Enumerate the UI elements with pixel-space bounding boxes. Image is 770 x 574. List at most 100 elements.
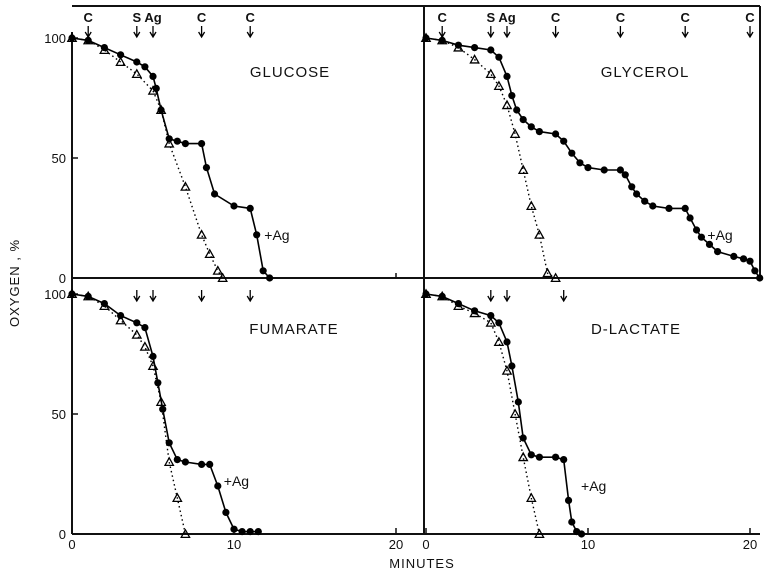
y-tick-label: 100 xyxy=(44,31,66,46)
event-arrow-marker xyxy=(681,26,689,39)
event-label: C xyxy=(246,10,256,25)
event-arrow-marker xyxy=(198,26,206,39)
filled-circle-point xyxy=(210,190,219,198)
filled-circle-point xyxy=(751,267,759,275)
open-triangle-point xyxy=(212,265,224,275)
filled-circle-point xyxy=(253,231,261,239)
open-triangle-point xyxy=(485,317,497,327)
panel-title: GLYCEROL xyxy=(601,64,690,81)
open-triangle-point xyxy=(99,44,110,55)
open-triangle-point xyxy=(115,56,126,67)
filled-circle-point xyxy=(519,116,527,124)
open-triangle-point xyxy=(420,288,432,299)
filled-circle-point xyxy=(471,44,479,52)
filled-circle-point xyxy=(697,233,706,241)
filled-circle-point xyxy=(246,204,254,212)
event-arrow-marker xyxy=(487,290,495,303)
filled-circle-point xyxy=(117,51,125,59)
open-triangle-point xyxy=(99,300,110,311)
open-triangle-point xyxy=(420,32,432,43)
filled-circle-point xyxy=(503,72,511,80)
filled-circle-point xyxy=(739,255,748,263)
x-tick-label: 0 xyxy=(68,537,75,552)
filled-circle-point xyxy=(238,528,246,536)
filled-circle-point xyxy=(746,257,754,265)
filled-circle-point xyxy=(633,190,641,198)
filled-circle-point xyxy=(133,319,141,327)
open-triangle-point xyxy=(542,267,553,278)
open-triangle-point xyxy=(147,360,159,371)
open-triangle-point xyxy=(115,314,126,325)
panel-title: D-LACTATE xyxy=(591,321,681,338)
y-tick-label: 0 xyxy=(59,271,66,286)
filled-circle-point xyxy=(560,137,568,145)
open-triangle-point xyxy=(501,99,513,110)
annotation-label: +Ag xyxy=(707,227,732,243)
dotted-series-line xyxy=(71,293,187,535)
open-triangle-point xyxy=(469,54,480,64)
event-arrow-marker xyxy=(246,290,254,303)
event-arrow-marker xyxy=(487,26,495,39)
open-triangle-point xyxy=(155,104,167,115)
filled-circle-point xyxy=(600,166,608,174)
filled-circle-point xyxy=(487,312,495,320)
open-triangle-point xyxy=(147,85,159,95)
event-label: C xyxy=(681,10,691,25)
x-tick-label: 20 xyxy=(389,537,403,552)
event-label: Ag xyxy=(144,10,161,25)
filled-circle-point xyxy=(173,137,181,145)
open-triangle-point xyxy=(436,34,448,45)
filled-circle-point xyxy=(527,451,535,459)
filled-circle-point xyxy=(214,482,222,490)
filled-circle-point xyxy=(141,63,149,71)
filled-circle-point xyxy=(154,379,162,387)
panel-title: GLUCOSE xyxy=(250,64,330,81)
y-tick-label: 50 xyxy=(52,151,66,166)
filled-circle-point xyxy=(503,338,511,346)
event-arrow-marker xyxy=(133,26,141,39)
open-triangle-point xyxy=(453,300,464,311)
open-triangle-point xyxy=(180,528,191,539)
event-label: C xyxy=(438,10,448,25)
filled-circle-point xyxy=(508,362,516,370)
open-triangle-point xyxy=(82,34,94,45)
panel-fumarate: 100 50 00 10 20 FUMARATE +Ag xyxy=(44,287,424,552)
dotted-series-line xyxy=(425,293,541,535)
panel-glucose: 100 50 0 C S Ag C C GLUCOSE +Ag xyxy=(44,10,424,294)
annotation-label: +Ag xyxy=(581,478,606,494)
open-triangle-point xyxy=(453,42,464,52)
filled-circle-point xyxy=(222,508,230,516)
open-triangle-point xyxy=(217,272,228,283)
event-label: Ag xyxy=(498,10,515,25)
filled-circle-point xyxy=(206,460,214,468)
solid-series-line xyxy=(71,37,271,279)
panel-title: FUMARATE xyxy=(249,321,338,338)
open-triangle-point xyxy=(509,408,521,419)
filled-circle-point xyxy=(181,458,189,466)
filled-circle-point xyxy=(621,171,629,179)
filled-circle-point xyxy=(552,130,560,138)
filled-circle-point xyxy=(730,252,738,260)
open-triangle-point xyxy=(509,128,521,139)
filled-circle-point xyxy=(681,204,689,212)
filled-circle-point xyxy=(584,164,592,172)
open-triangle-point xyxy=(163,456,175,467)
filled-circle-point xyxy=(181,140,189,148)
open-triangle-point xyxy=(180,181,191,191)
event-label: S xyxy=(486,10,495,25)
filled-circle-point xyxy=(202,164,211,172)
event-arrow-marker xyxy=(246,26,254,39)
event-label: C xyxy=(84,10,94,25)
x-tick-label: 10 xyxy=(581,537,595,552)
event-arrow-marker xyxy=(616,26,624,39)
solid-series-line xyxy=(425,293,582,535)
open-triangle-point xyxy=(493,336,505,347)
filled-circle-point xyxy=(487,46,495,54)
open-triangle-point xyxy=(436,290,448,301)
open-triangle-point xyxy=(204,248,216,259)
event-label: C xyxy=(551,10,561,25)
filled-circle-point xyxy=(513,106,521,114)
event-label: C xyxy=(197,10,207,25)
